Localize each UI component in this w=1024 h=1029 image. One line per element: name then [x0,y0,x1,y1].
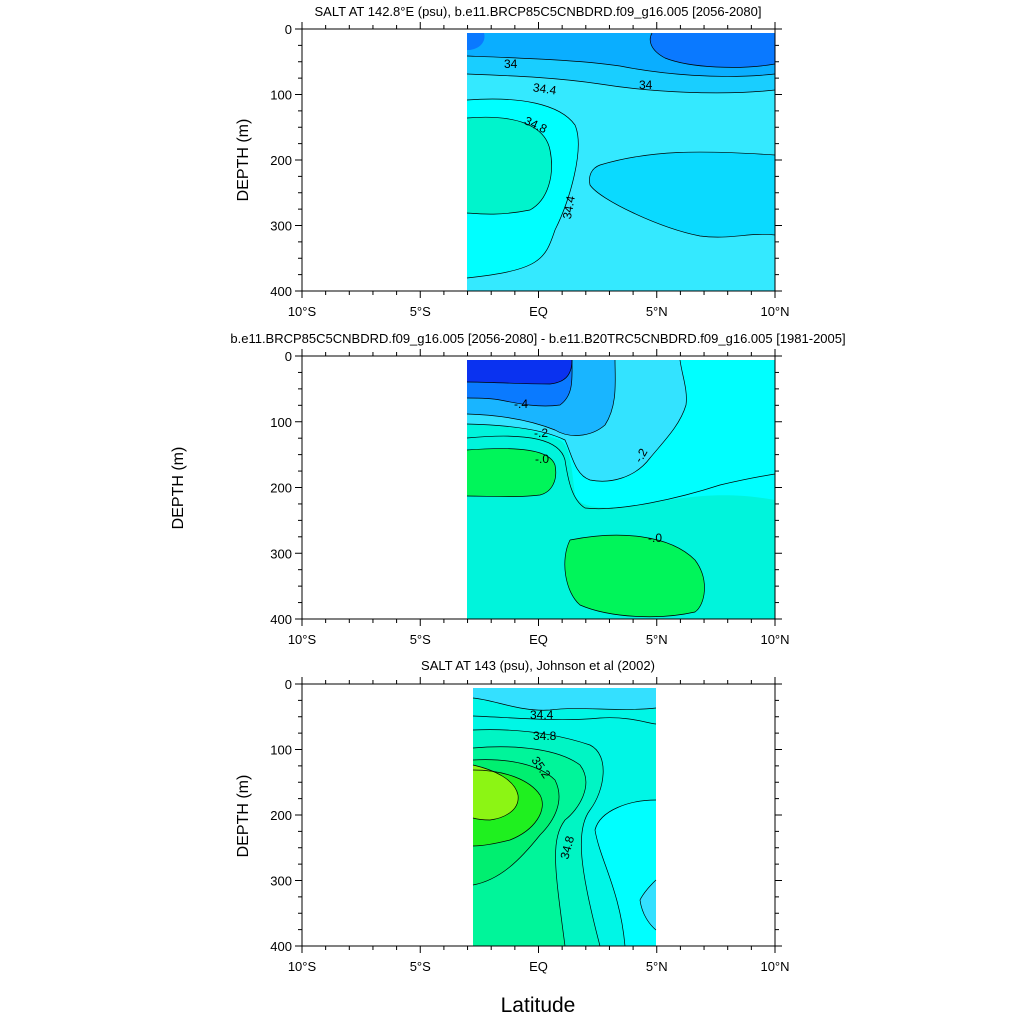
y-tick-label: 400 [270,612,292,627]
panel-1-ylabel: DEPTH (m) [235,119,252,202]
p1-core-nw [467,33,485,50]
p1-contour-label-1: 34 [504,57,518,71]
p1-contour-label-2: 34 [639,78,653,92]
y-tick-label: 300 [270,219,292,234]
x-tick-label: 10°S [288,304,317,319]
x-tick-label: 10°S [288,632,317,647]
x-tick-label: 5°S [410,632,431,647]
p2-contour-label-5: -.0 [648,531,662,545]
panel-3-field: 34.4 34.8 35.2 34.8 [472,688,657,947]
panel-3-ylabel: DEPTH (m) [235,775,252,858]
x-tick-label: 5°S [410,304,431,319]
panel-1-field: 34 34 34.4 34.8 34.4 [466,32,776,291]
y-tick-label: 300 [270,874,292,889]
p1-contour-label-5: 34.4 [560,194,578,220]
y-tick-label: 300 [270,546,292,561]
p3-deep-fresh [640,880,656,930]
y-tick-label: 0 [285,677,292,692]
p2-salty-deep [564,535,705,617]
x-tick-label: 10°N [760,304,789,319]
x-tick-label: EQ [529,304,548,319]
p3-contour-label-4: 34.8 [558,834,578,860]
x-tick-label: 10°S [288,959,317,974]
y-tick-label: 400 [270,939,292,954]
x-tick-label: 10°N [760,959,789,974]
x-tick-label: 5°S [410,959,431,974]
p2-salty-north [467,448,556,497]
p2-contour-label-3: -.0 [535,452,549,466]
panel-3: SALT AT 143 (psu), Johnson et al (2002) … [235,658,790,974]
p3-contour-label-1: 34.4 [530,708,554,722]
p3-core [473,765,519,820]
panel-1-axes: 10°S 5°S EQ 5°N 10°N 0 100 200 300 400 [270,22,790,319]
p3-top-fresh [473,688,656,711]
y-tick-label: 200 [270,153,292,168]
x-tick-label: 5°N [646,632,668,647]
p2-contour-label-4: -.2 [631,446,650,465]
panel-2-field: -.4 -.2 -.0 -.2 -.0 [466,165,776,619]
p1-salty-2 [467,117,552,215]
y-tick-label: 100 [270,415,292,430]
p2-contour-label-1: -.4 [514,397,528,411]
y-tick-label: 200 [270,481,292,496]
x-tick-label: 5°N [646,959,668,974]
y-tick-label: 100 [270,743,292,758]
panel-3-axes: 10°S 5°S EQ 5°N 10°N 0 100 200 300 400 [270,677,790,974]
y-tick-label: 200 [270,808,292,823]
panel-1-title: SALT AT 142.8°E (psu), b.e11.BRCP85C5CNB… [315,4,762,19]
p1-contour-label-3: 34.4 [532,80,557,97]
p2-band-neg5 [467,360,572,384]
x-tick-label: EQ [529,959,548,974]
x-tick-label: EQ [529,632,548,647]
panel-2-ylabel: DEPTH (m) [170,447,187,530]
p3-contour-label-2: 34.8 [533,729,557,743]
y-tick-label: 0 [285,22,292,37]
y-tick-label: 100 [270,88,292,103]
y-tick-label: 0 [285,349,292,364]
p1-core-ne [650,33,775,68]
p2-contour-label-2: -.2 [534,426,548,440]
panel-3-title: SALT AT 143 (psu), Johnson et al (2002) [421,658,655,673]
panel-2-axes: 10°S 5°S EQ 5°N 10°N 0 100 200 300 400 [270,349,790,647]
panel-2: b.e11.BRCP85C5CNBDRD.f09_g16.005 [2056-2… [170,165,846,647]
panel-2-title: b.e11.BRCP85C5CNBDRD.f09_g16.005 [2056-2… [230,331,845,346]
panel-1: SALT AT 142.8°E (psu), b.e11.BRCP85C5CNB… [235,4,790,319]
x-tick-label: 10°N [760,632,789,647]
y-tick-label: 400 [270,284,292,299]
x-tick-label: 5°N [646,304,668,319]
x-axis-label: Latitude [501,994,576,1017]
p1-deep-fresh [589,152,775,238]
